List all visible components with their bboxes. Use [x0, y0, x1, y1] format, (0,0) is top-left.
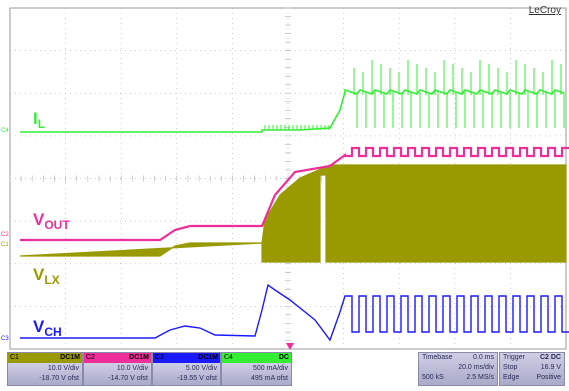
channel-header: C3 DC1M	[153, 353, 220, 363]
channel-header: C2 DC1M	[84, 353, 151, 363]
vlx-waveform	[19, 164, 567, 263]
vch-waveform	[20, 283, 569, 342]
channel-marker-c3: C3	[1, 336, 9, 342]
trigger-box[interactable]: Trigger C2 DC Stop 16.9 V Edge Positive	[499, 352, 565, 386]
channel-box-c3[interactable]: C3 DC1M 5.00 V/div -19.55 V ofst	[152, 352, 221, 386]
timebase-position: 0.0 ms	[472, 354, 494, 361]
channel-box-c1[interactable]: C1 DC1M 10.0 V/div -18.70 V ofst	[7, 352, 83, 386]
channel-offset: -14.70 V ofst	[108, 375, 148, 382]
channel-header: C1 DC1M	[8, 353, 82, 363]
trigger-mode: Stop	[503, 364, 518, 371]
trace-label-vlx: VLX	[33, 265, 60, 287]
channel-scale: 5.00 V/div	[185, 365, 217, 372]
waveforms	[19, 60, 569, 342]
channel-scale: 10.0 V/div	[116, 365, 148, 372]
channel-name: C4	[224, 354, 233, 361]
channel-marker-c1: C1	[1, 242, 9, 248]
trace-label-vch: VCH	[33, 317, 62, 339]
trigger-channel: C2 DC	[539, 354, 561, 361]
trigger-level: 16.9 V	[540, 364, 561, 371]
il-spikes	[264, 60, 565, 130]
channel-offset: -19.55 V ofst	[177, 375, 217, 382]
trigger-row-2: Stop 16.9 V	[500, 363, 564, 373]
trace-label-vout: VOUT	[33, 210, 70, 232]
channel-body: 10.0 V/div -14.70 V ofst	[84, 363, 151, 385]
channel-box-c4[interactable]: C4 DC 500 mA/div 495 mA ofst	[221, 352, 292, 386]
channel-offset: 495 mA ofst	[251, 375, 288, 382]
timebase-rate: 2.5 MS/s	[466, 374, 494, 381]
status-bar: C1 DC1M 10.0 V/div -18.70 V ofst C2 DC1M…	[0, 350, 569, 391]
timebase-per-div: 20.0 ms/div	[458, 364, 494, 371]
scope-screen: C4 C2 C1 C3 IL VOUT VLX VCH LeCroy	[1, 5, 569, 350]
vout-waveform	[20, 146, 569, 242]
channel-name: C3	[155, 354, 164, 361]
channel-coupling: DC1M	[198, 354, 218, 361]
il-waveform	[20, 88, 565, 133]
channel-body: 500 mA/div 495 mA ofst	[222, 363, 291, 385]
trigger-type: Edge	[503, 374, 520, 381]
channel-scale: 10.0 V/div	[47, 365, 79, 372]
channel-name: C1	[10, 354, 19, 361]
trigger-row-1: Trigger C2 DC	[500, 353, 564, 363]
timebase-row-2: 20.0 ms/div	[419, 363, 497, 373]
timebase-row-3: 500 kS 2.5 MS/s	[419, 373, 497, 383]
trace-label-il: IL	[33, 109, 45, 131]
channel-coupling: DC1M	[60, 354, 80, 361]
trigger-row-3: Edge Positive	[500, 373, 564, 383]
channel-name: C2	[86, 354, 95, 361]
channel-coupling: DC	[278, 354, 289, 361]
channel-header: C4 DC	[222, 353, 291, 363]
brand-logo: LeCroy	[528, 5, 561, 16]
channel-body: 5.00 V/div -19.55 V ofst	[153, 363, 220, 385]
timebase-samples: 500 kS	[422, 374, 444, 381]
channel-coupling: DC1M	[129, 354, 149, 361]
timebase-row-1: Timebase 0.0 ms	[419, 353, 497, 363]
trigger-position-marker	[286, 343, 294, 350]
trigger-label: Trigger	[503, 354, 525, 361]
trigger-slope: Positive	[536, 374, 561, 381]
channel-marker-c2: C2	[1, 232, 9, 238]
channel-marker-c4: C4	[1, 128, 9, 134]
channel-body: 10.0 V/div -18.70 V ofst	[8, 363, 82, 385]
channel-offset: -18.70 V ofst	[39, 375, 79, 382]
timebase-label: Timebase	[422, 354, 453, 361]
channel-box-c2[interactable]: C2 DC1M 10.0 V/div -14.70 V ofst	[83, 352, 152, 386]
channel-scale: 500 mA/div	[252, 365, 288, 372]
timebase-box[interactable]: Timebase 0.0 ms 20.0 ms/div 500 kS 2.5 M…	[418, 352, 498, 386]
